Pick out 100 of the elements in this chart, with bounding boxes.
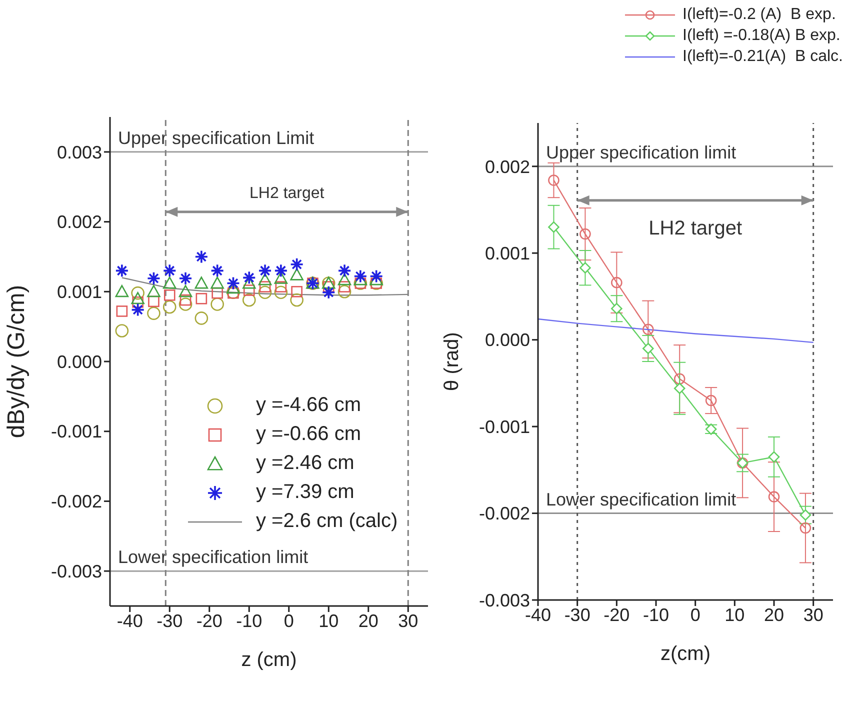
point xyxy=(768,451,780,463)
x-tick-label: 0 xyxy=(284,610,294,631)
point xyxy=(131,286,144,300)
legend-label: y =2.6 cm (calc) xyxy=(256,509,398,534)
ref-line-label: Upper specification limit xyxy=(546,142,736,162)
point xyxy=(210,298,224,311)
point xyxy=(291,286,302,298)
point xyxy=(274,286,288,299)
point xyxy=(611,302,622,314)
point xyxy=(115,324,129,338)
ref-line-label: Lower specification limit xyxy=(118,547,308,568)
point xyxy=(290,258,304,272)
point xyxy=(674,382,686,394)
y-axis-title: θ (rad) xyxy=(441,332,463,391)
y-tick-label: -0.002 xyxy=(478,504,530,524)
point xyxy=(580,262,591,274)
point xyxy=(642,342,654,354)
x-tick-label: -20 xyxy=(604,604,630,625)
ref-line-label: Upper specification Limit xyxy=(118,128,314,148)
point xyxy=(116,306,128,317)
point xyxy=(274,272,288,284)
x-axis-title: z(cm) xyxy=(660,643,710,665)
point xyxy=(800,509,812,521)
point xyxy=(354,269,368,284)
point xyxy=(147,284,160,298)
y-tick-label: -0.001 xyxy=(50,422,102,442)
point xyxy=(178,271,192,286)
y-axis-title: dBy/dy (G/cm) xyxy=(3,284,30,438)
x-tick-label: -30 xyxy=(564,604,590,625)
y-tick-label: -0.002 xyxy=(50,492,102,512)
point xyxy=(611,276,622,288)
y-tick-label: -0.001 xyxy=(478,416,530,437)
x-tick-label: 10 xyxy=(724,604,745,625)
legend-label: y =2.46 cm xyxy=(256,451,354,476)
point xyxy=(322,285,336,300)
point xyxy=(642,324,654,336)
legend-label: y =7.39 cm xyxy=(256,480,354,505)
y-tick-label: 0.001 xyxy=(484,243,530,264)
y-tick-label: 0.000 xyxy=(484,330,530,350)
y-tick-label: 0.001 xyxy=(56,282,102,302)
x-tick-label: -10 xyxy=(236,610,262,631)
point xyxy=(242,293,256,307)
y-tick-label: 0.000 xyxy=(56,352,102,372)
point xyxy=(259,281,271,292)
point xyxy=(275,281,287,292)
point xyxy=(290,293,304,307)
point xyxy=(258,273,272,286)
point xyxy=(338,284,352,298)
point xyxy=(290,268,304,280)
x-tick-label: 30 xyxy=(803,604,824,625)
legend-label: I(left)=-0.21(A) B calc. xyxy=(682,47,843,67)
x-tick-label: 10 xyxy=(318,610,339,631)
point xyxy=(162,276,176,289)
point xyxy=(147,306,160,320)
point xyxy=(130,302,145,317)
point xyxy=(800,522,812,534)
y-tick-label: 0.002 xyxy=(484,156,530,177)
legend-label: y =-0.66 cm xyxy=(256,422,361,447)
y-tick-label: 0.002 xyxy=(56,212,102,232)
annotation: LH2 target xyxy=(648,217,742,240)
point xyxy=(338,273,352,286)
point xyxy=(178,298,192,311)
point xyxy=(226,276,240,290)
point xyxy=(243,284,255,296)
legend-label: I(left) =-0.18(A) B exp. xyxy=(682,26,840,46)
point xyxy=(146,271,161,286)
point xyxy=(338,281,350,292)
annotation: LH2 target xyxy=(250,184,325,202)
point xyxy=(210,276,224,289)
point xyxy=(194,312,208,325)
point xyxy=(178,284,192,298)
x-tick-label: -30 xyxy=(156,610,183,631)
y-tick-label: 0.003 xyxy=(56,142,102,162)
point xyxy=(674,373,686,384)
point xyxy=(258,264,272,278)
x-tick-label: 20 xyxy=(764,604,784,625)
point xyxy=(115,284,129,298)
point xyxy=(131,292,144,304)
point xyxy=(162,300,176,314)
x-tick-label: 20 xyxy=(358,610,378,631)
y-tick-label: -0.003 xyxy=(478,590,530,610)
x-tick-label: -10 xyxy=(642,604,670,625)
point xyxy=(369,269,384,284)
y-tick-label: -0.003 xyxy=(50,561,102,582)
point xyxy=(180,294,192,306)
point xyxy=(132,296,144,308)
line-series xyxy=(538,318,814,344)
point xyxy=(194,250,208,264)
x-axis-title: z (cm) xyxy=(241,649,297,671)
ref-line-label: Lower specification limit xyxy=(546,489,736,510)
point xyxy=(210,264,224,278)
point xyxy=(580,228,591,240)
point xyxy=(548,221,560,233)
legend-label: y =-4.66 cm xyxy=(256,393,361,418)
x-tick-label: 30 xyxy=(398,610,418,631)
point xyxy=(164,289,176,301)
x-tick-label: -20 xyxy=(196,610,222,631)
point xyxy=(338,264,352,278)
point xyxy=(242,270,256,285)
point xyxy=(548,174,560,186)
